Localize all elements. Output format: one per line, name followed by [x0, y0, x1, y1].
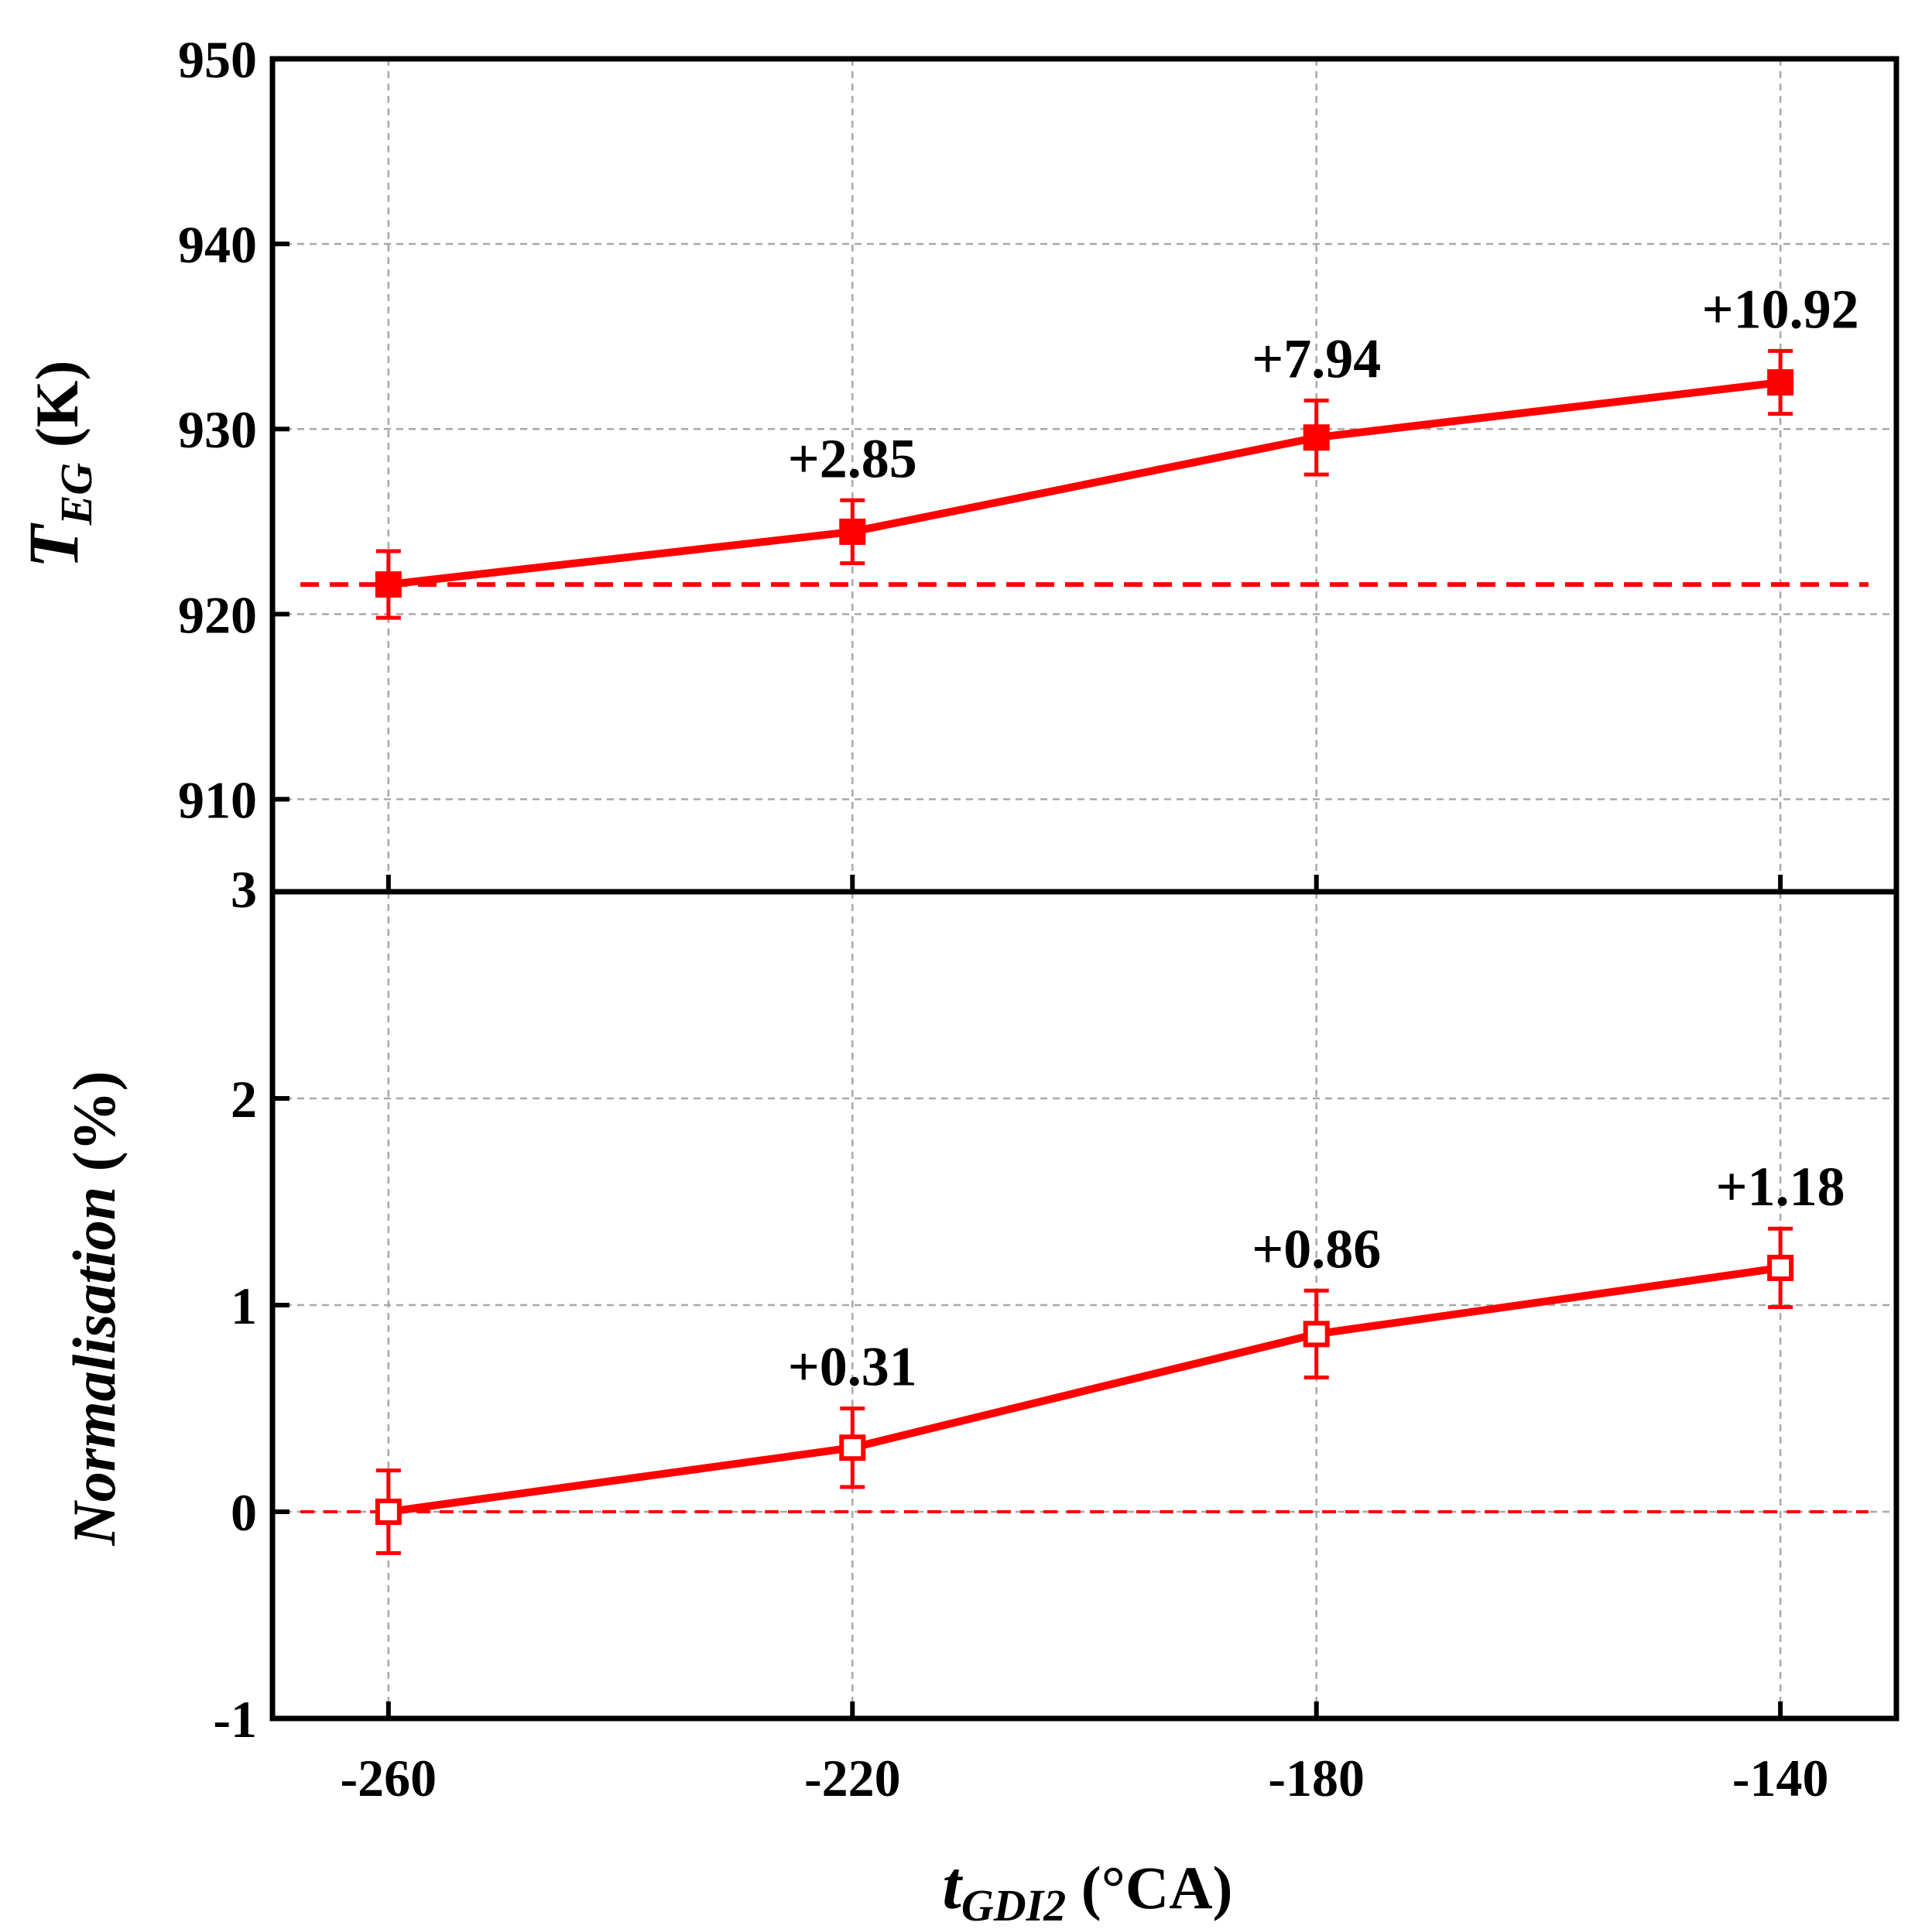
bottom-y-ticks: -1 0 1 2 3: [213, 860, 289, 1749]
value-annotation: +0.31: [788, 1336, 917, 1398]
data-point: [1303, 424, 1330, 451]
data-point: [839, 1434, 866, 1461]
top-y-axis-symbol: T: [14, 522, 93, 568]
top-panel-temperature: +2.85 +7.94 +10.92 910 920 930 940 950: [178, 30, 1896, 892]
axes-frames: [269, 56, 1899, 1722]
top-series: [375, 348, 1794, 620]
y-tick-label: 950: [178, 30, 257, 89]
top-annotations: +2.85 +7.94 +10.92: [788, 278, 1859, 489]
value-annotation: +7.94: [1252, 327, 1381, 389]
data-point: [375, 1499, 402, 1525]
data-point: [375, 571, 402, 598]
data-point: [839, 518, 866, 545]
x-tick-label: -220: [804, 1749, 901, 1807]
bottom-annotations: +0.31 +0.86 +1.18: [788, 1156, 1845, 1397]
y-tick-label: 930: [178, 400, 257, 459]
bottom-plot-frame: [269, 889, 1899, 1722]
bottom-y-axis-title: Normalisation (%): [60, 1071, 128, 1546]
value-annotation: +2.85: [788, 427, 917, 489]
x-ticks: -260 -220 -180 -140: [341, 875, 1829, 1807]
y-tick-label: 920: [178, 585, 257, 644]
x-tick-label: -260: [341, 1749, 437, 1807]
top-y-axis-unit: (K): [23, 361, 91, 463]
x-axis-unit: (°CA): [1066, 1854, 1232, 1921]
value-annotation: +10.92: [1702, 278, 1859, 340]
y-tick-label: 940: [178, 215, 257, 274]
bottom-series: [375, 1226, 1794, 1555]
y-tick-label: 2: [231, 1070, 257, 1129]
top-plot-frame: [269, 56, 1899, 895]
bottom-panel-normalisation: +0.31 +0.86 +1.18 -1 0 1 2 3: [213, 860, 1896, 1749]
x-axis-title: tGDI2 (°CA): [942, 1848, 1232, 1929]
y-tick-label: 0: [231, 1483, 257, 1542]
series-line: [388, 1263, 1781, 1516]
y-tick-label: 3: [231, 860, 257, 919]
bottom-y-axis-name: Normalisation: [60, 1187, 128, 1547]
top-y-axis-title: TEG (K): [14, 361, 101, 569]
bottom-y-axis-unit: (%): [60, 1071, 128, 1186]
y-tick-label: 910: [178, 770, 257, 829]
top-grid: [272, 59, 1896, 892]
series-line: [388, 379, 1781, 589]
bottom-grid: [272, 892, 1896, 1718]
data-point: [1767, 368, 1794, 396]
x-tick-label: -140: [1732, 1749, 1829, 1807]
value-annotation: +0.86: [1252, 1218, 1381, 1280]
data-point: [1767, 1254, 1794, 1281]
value-annotation: +1.18: [1716, 1156, 1845, 1218]
top-y-axis-subscript: EG: [51, 463, 101, 526]
x-tick-label: -180: [1268, 1749, 1365, 1807]
x-axis-subscript: GDI2: [961, 1880, 1066, 1929]
top-y-ticks: 910 920 930 940 950: [178, 30, 289, 829]
y-tick-label: -1: [213, 1690, 257, 1749]
data-point: [1303, 1321, 1330, 1348]
x-axis-symbol: t: [942, 1848, 963, 1924]
y-tick-label: 1: [231, 1276, 257, 1335]
